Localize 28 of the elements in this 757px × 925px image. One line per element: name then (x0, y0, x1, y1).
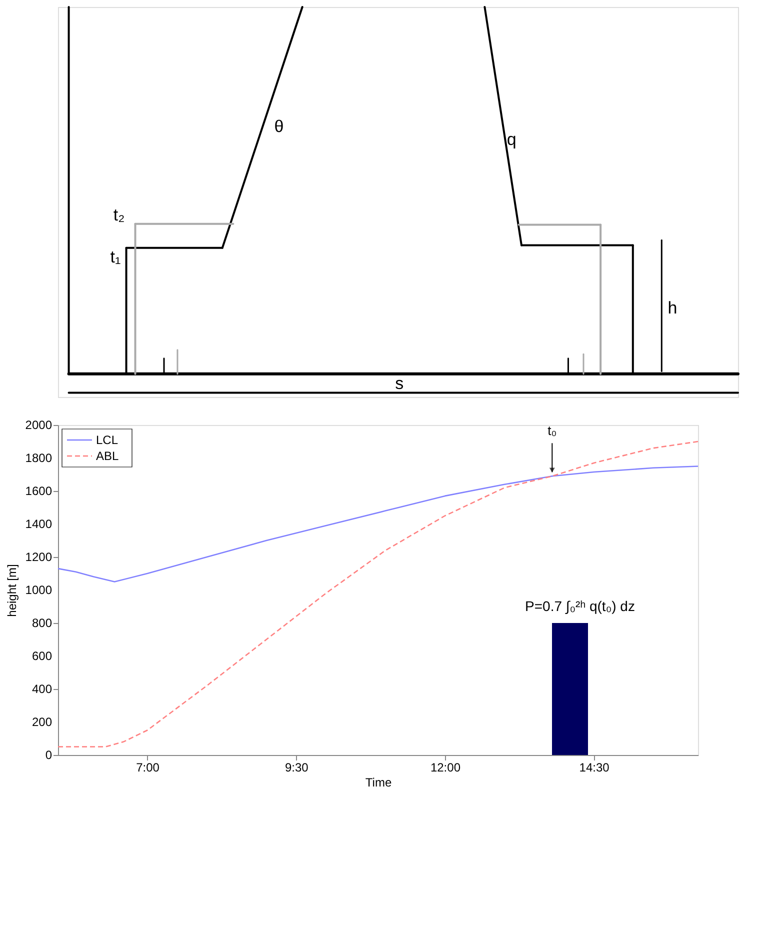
text: θ (274, 117, 284, 136)
text: t₂ (113, 205, 125, 224)
text: q (506, 130, 516, 149)
annotation: t₀ (548, 423, 557, 438)
x-tick-label: 7:00 (136, 760, 160, 774)
y-tick-label: 0 (45, 748, 52, 762)
y-tick-label: 1800 (25, 451, 52, 465)
legend-label: LCL (96, 433, 118, 447)
annotation: P=0.7 ∫₀²ʰ q(t₀) dz (525, 598, 635, 614)
text: h (668, 298, 678, 318)
y-tick-label: 400 (32, 682, 52, 696)
x-tick-label: 12:00 (430, 760, 461, 774)
line-series (57, 466, 699, 582)
text: t₁ (110, 247, 121, 266)
y-tick-label: 1000 (25, 583, 52, 597)
x-tick-label: 9:30 (284, 760, 309, 774)
x-tick-label: 14:30 (579, 760, 610, 774)
y-tick-label: 2000 (25, 418, 52, 432)
y-tick-label: 200 (32, 715, 52, 729)
text: s (395, 374, 404, 394)
y-tick-label: 800 (32, 616, 52, 630)
y-axis-title: height [m] (5, 564, 19, 617)
y-tick-label: 1200 (25, 550, 52, 564)
legend-label: ABL (96, 449, 120, 463)
x-axis-title: Time (365, 776, 392, 790)
y-tick-label: 600 (32, 649, 52, 663)
y-tick-label: 1400 (25, 517, 52, 531)
y-tick-label: 1600 (25, 484, 52, 498)
